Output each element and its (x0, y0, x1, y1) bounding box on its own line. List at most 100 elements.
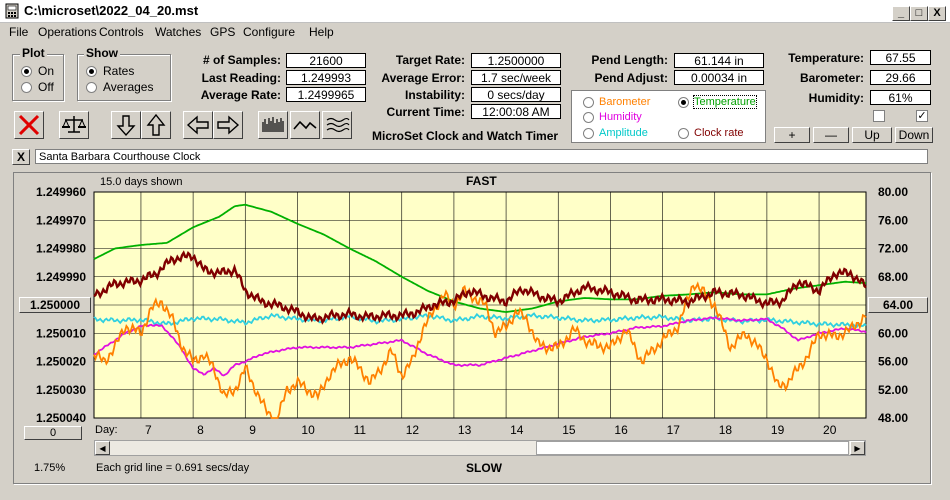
menu-gps[interactable]: GPS (210, 25, 236, 39)
close-window-button[interactable]: X (928, 6, 946, 21)
x-tick-label: 7 (145, 423, 152, 437)
checkbox-2[interactable]: ✓ (916, 110, 928, 122)
bars-icon (262, 117, 284, 132)
clear-name-button[interactable]: X (12, 149, 30, 165)
menu-configure[interactable]: Configure (243, 25, 296, 39)
right-y-tick: 60.00 (878, 326, 908, 340)
x-tick-label: 9 (249, 423, 256, 437)
menu-file[interactable]: File (9, 25, 29, 39)
zero-button[interactable]: 0 (24, 426, 82, 440)
plot-on-radio[interactable] (21, 66, 32, 77)
right-y-tick: 80.00 (878, 185, 908, 199)
graph-panel (13, 172, 931, 484)
arrow-down-icon (116, 115, 136, 137)
clear-x-icon (18, 114, 40, 136)
arrow-right-icon (217, 115, 240, 135)
maximize-button[interactable]: □ (910, 6, 928, 21)
average-rate-field: 1.2499965 (286, 87, 366, 102)
average-error-field: 1.7 sec/week (471, 70, 561, 85)
menu-controls[interactable]: Controls (99, 25, 144, 39)
pend-adjust-label: Pend Adjust: (594, 71, 668, 85)
bars-view-button[interactable] (258, 111, 288, 139)
sensor-clockrate-label[interactable]: Clock rate (694, 127, 744, 139)
average-rate-label: Average Rate: (200, 88, 281, 102)
left-y-tick: 1.249980 (36, 242, 86, 256)
x-tick-label: 16 (614, 423, 628, 437)
arrow-up-icon (146, 113, 166, 136)
left-y-tick: 1.250040 (36, 411, 86, 425)
samples-label: # of Samples: (202, 53, 281, 67)
x-tick-label: 20 (823, 423, 837, 437)
minimize-button[interactable]: _ (892, 6, 910, 21)
graph-scrollbar[interactable]: ◀ ▶ (94, 440, 866, 456)
sensor-temperature-label[interactable]: Temperature (693, 95, 757, 109)
app-icon (5, 3, 19, 19)
x-tick-label: 12 (406, 423, 420, 437)
left-y-tick: 1.249960 (36, 185, 86, 199)
slow-label: SLOW (466, 461, 502, 475)
percent-label: 1.75% (34, 462, 66, 474)
series-barometer (93, 281, 867, 419)
left-y-tick: 1.250030 (36, 383, 86, 397)
barometer-field: 29.66 (870, 70, 931, 85)
current-time-field: 12:00:08 AM (471, 104, 561, 119)
checkbox-1[interactable] (873, 110, 885, 122)
sensor-humidity-label[interactable]: Humidity (599, 111, 642, 123)
scroll-right-arrow-icon[interactable]: ▶ (850, 441, 865, 455)
x-tick-label: 15 (562, 423, 576, 437)
show-averages-radio[interactable] (86, 82, 97, 93)
pend-length-field: 61.144 in (674, 53, 764, 68)
menu-help[interactable]: Help (309, 25, 334, 39)
menu-watches[interactable]: Watches (155, 25, 202, 39)
plot-off-radio[interactable] (21, 82, 32, 93)
sensor-down-button[interactable]: Down (895, 127, 933, 143)
shift-up-button[interactable] (141, 111, 171, 139)
target-rate-label: Target Rate: (395, 53, 465, 67)
multi-wave-icon (326, 117, 350, 133)
samples-field: 21600 (286, 53, 366, 68)
scroll-right-button[interactable] (213, 111, 243, 139)
right-y-tick: 72.00 (878, 242, 908, 256)
sensor-amplitude-label[interactable]: Amplitude (599, 127, 648, 139)
menu-bar: File Operations Controls Watches GPS Con… (0, 22, 950, 42)
left-y-tick: 1.249990 (36, 270, 86, 284)
sensor-humidity-radio[interactable] (583, 112, 594, 123)
fast-label: FAST (466, 174, 497, 188)
center-rate-button[interactable]: 1.250000 (19, 297, 91, 313)
sensor-amplitude-radio[interactable] (583, 128, 594, 139)
balance-button[interactable] (59, 111, 89, 139)
watch-name-field[interactable]: Santa Barbara Courthouse Clock (35, 149, 928, 164)
sensor-clockrate-radio[interactable] (678, 128, 689, 139)
sensor-up-button[interactable]: Up (852, 127, 892, 143)
multi-wave-view-button[interactable] (322, 111, 352, 139)
last-reading-field: 1.249993 (286, 70, 366, 85)
left-y-tick: 1.250010 (36, 326, 86, 340)
sensor-temperature-radio[interactable] (678, 97, 689, 108)
clear-data-button[interactable] (14, 111, 44, 139)
left-y-tick: 1.250020 (36, 355, 86, 369)
show-rates-radio[interactable] (86, 66, 97, 77)
right-y-tick: 48.00 (878, 411, 908, 425)
right-axis-center-button[interactable]: 64.00 (868, 297, 928, 313)
wave-view-button[interactable] (290, 111, 320, 139)
x-tick-label: 10 (301, 423, 315, 437)
sensor-barometer-radio[interactable] (583, 97, 594, 108)
shift-down-button[interactable] (111, 111, 141, 139)
pend-length-label: Pend Length: (591, 53, 668, 67)
scroll-left-button[interactable] (183, 111, 213, 139)
sensor-minus-button[interactable]: — (813, 127, 849, 143)
scrollbar-thumb[interactable] (536, 441, 849, 455)
sensor-plus-button[interactable]: + (774, 127, 810, 143)
series-humidity (93, 316, 867, 377)
x-tick-label: 11 (354, 423, 367, 437)
show-rates-label: Rates (103, 64, 135, 78)
scroll-left-arrow-icon[interactable]: ◀ (95, 441, 110, 455)
instability-field: 0 secs/day (471, 87, 561, 102)
x-tick-label: 18 (719, 423, 733, 437)
sensor-barometer-label[interactable]: Barometer (599, 96, 651, 108)
days-shown-label: 15.0 days shown (100, 176, 183, 188)
show-group (77, 54, 171, 101)
menu-operations[interactable]: Operations (38, 25, 97, 39)
scale-balance-icon (62, 116, 86, 133)
x-tick-label: 13 (458, 423, 472, 437)
